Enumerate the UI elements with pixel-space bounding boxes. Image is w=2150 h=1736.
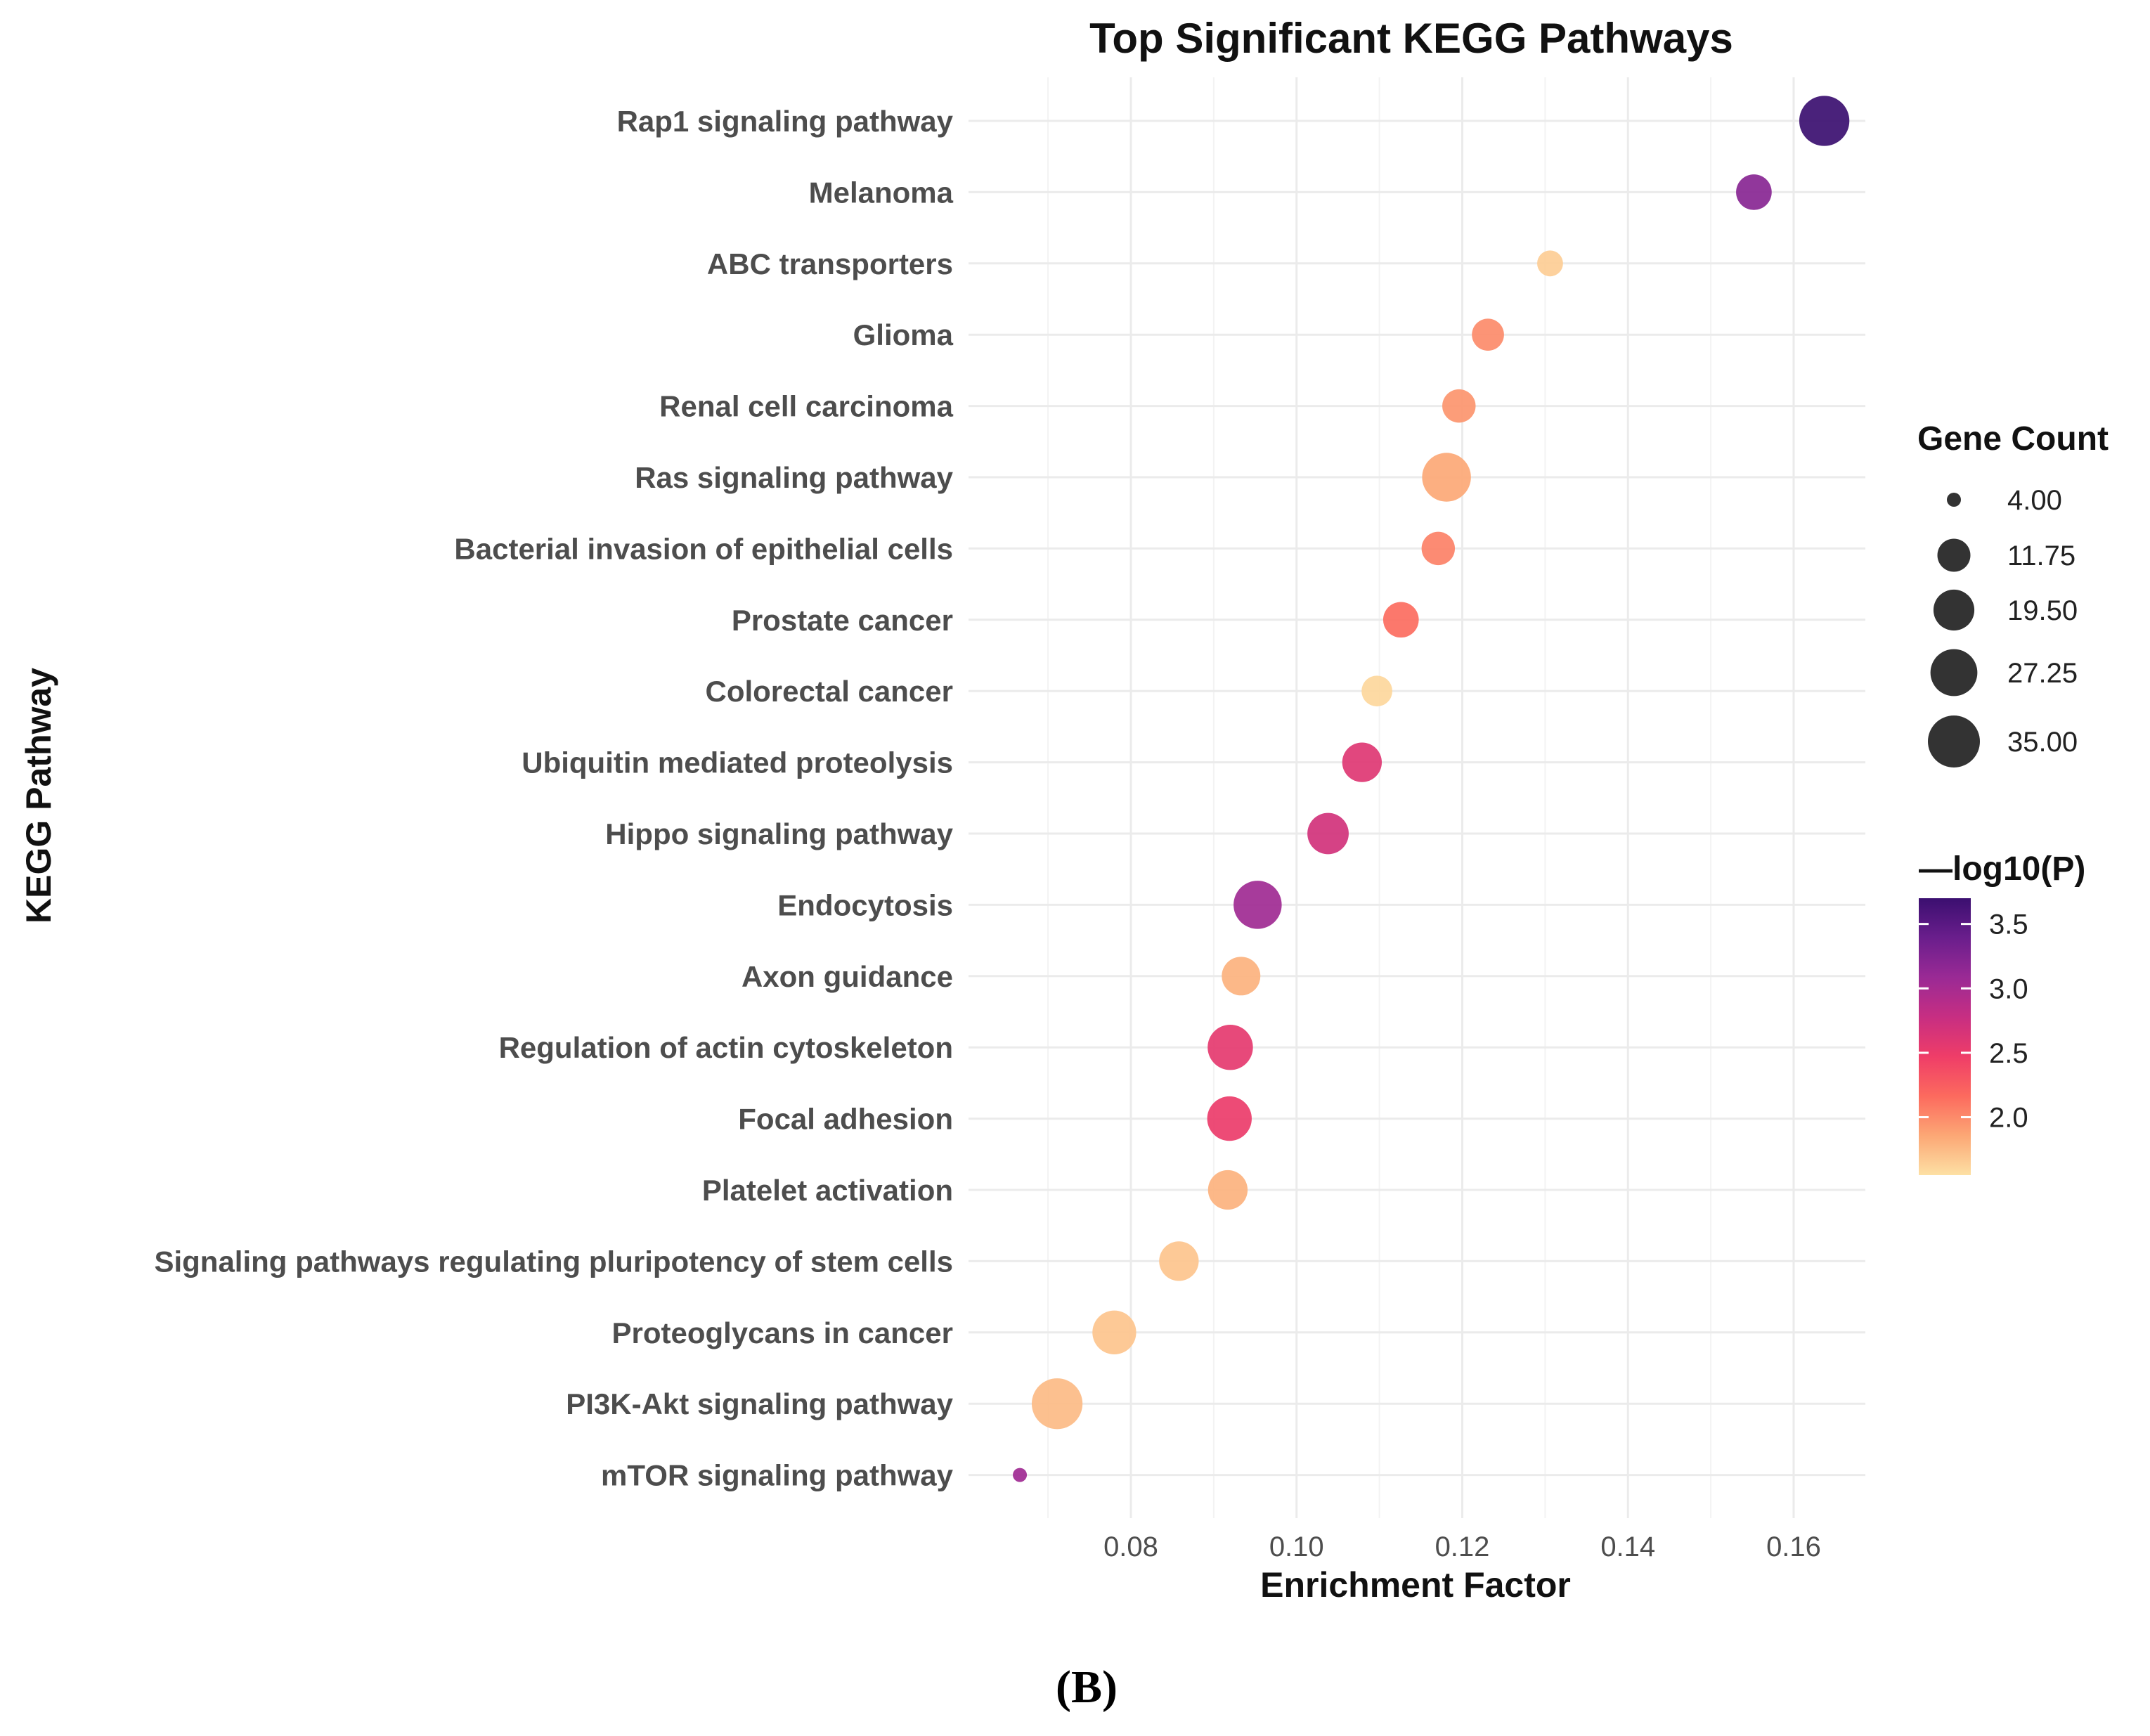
pathway-label: Colorectal cancer (706, 675, 954, 708)
size-legend-dot (1937, 538, 1971, 572)
pathway-label: Signaling pathways regulating pluripoten… (154, 1245, 953, 1278)
x-tick-label: 0.14 (1600, 1531, 1655, 1562)
pathway-label: Endocytosis (777, 888, 953, 921)
data-point (1092, 1310, 1136, 1354)
size-legend-dot (1933, 589, 1975, 631)
data-point (1342, 742, 1382, 782)
color-legend-title: —log10(P) (1919, 850, 2085, 888)
data-point (1442, 389, 1476, 423)
y-axis-title: KEGG Pathway (19, 668, 58, 924)
data-points (1013, 96, 1850, 1482)
data-point (1799, 96, 1850, 146)
data-point (1472, 318, 1504, 351)
chart-title: Top Significant KEGG Pathways (1089, 15, 1733, 62)
colorbar-tick-label: 2.0 (1989, 1103, 2028, 1134)
x-tick-label: 0.12 (1435, 1531, 1490, 1562)
data-point (1421, 531, 1456, 566)
data-point (1159, 1241, 1199, 1281)
size-legend-dot (1947, 493, 1961, 507)
data-point (1233, 881, 1282, 929)
x-axis-ticks: 0.08 0.10 0.12 0.14 0.16 (1103, 1531, 1821, 1562)
data-point (1031, 1378, 1083, 1430)
pathway-label: mTOR signaling pathway (601, 1459, 954, 1492)
size-legend-label: 4.00 (2007, 485, 2062, 516)
colorbar-tick-label: 3.5 (1989, 909, 2028, 940)
data-point (1537, 250, 1563, 277)
data-point (1207, 1024, 1253, 1070)
data-point (1013, 1468, 1028, 1482)
x-tick-label: 0.16 (1766, 1531, 1821, 1562)
pathway-label: Glioma (853, 318, 954, 351)
pathway-label: PI3K-Akt signaling pathway (566, 1387, 953, 1420)
colorbar-tick-label: 3.0 (1989, 973, 2028, 1004)
panel-label: (B) (1056, 1661, 1118, 1713)
size-legend-dot (1928, 715, 1980, 767)
colorbar-ticks: 3.5 3.0 2.5 2.0 (1919, 909, 2028, 1134)
data-point (1207, 1170, 1248, 1210)
colorbar-tick-label: 2.5 (1989, 1038, 2028, 1069)
colorbar (1919, 898, 1971, 1175)
size-legend-items: 4.00 11.75 19.50 27.25 35.00 (1928, 485, 2078, 767)
data-point (1222, 957, 1261, 996)
size-legend-label: 11.75 (2007, 540, 2075, 571)
size-legend-label: 35.00 (2007, 727, 2078, 758)
pathway-label: Ubiquitin mediated proteolysis (522, 746, 953, 779)
data-point (1207, 1096, 1252, 1141)
x-axis-title: Enrichment Factor (1260, 1565, 1571, 1605)
plot-grid (969, 77, 1865, 1518)
size-legend: Gene Count 4.00 11.75 19.50 27.25 35.00 (1917, 420, 2109, 767)
data-point (1382, 602, 1419, 638)
pathway-label: Renal cell carcinoma (659, 390, 954, 423)
size-legend-label: 19.50 (2007, 595, 2078, 626)
pathway-label: Axon guidance (742, 960, 953, 993)
pathway-label: Platelet activation (702, 1174, 953, 1207)
pathway-label: Hippo signaling pathway (605, 817, 953, 850)
pathway-label: Bacterial invasion of epithelial cells (454, 532, 953, 565)
data-point (1422, 453, 1471, 502)
data-point (1736, 174, 1772, 210)
pathway-label: Proteoglycans in cancer (611, 1316, 953, 1349)
size-legend-dot (1930, 649, 1978, 697)
color-legend: —log10(P) 3.5 3.0 2.5 2.0 (1919, 850, 2085, 1175)
size-legend-title: Gene Count (1917, 420, 2109, 458)
pathway-label: Focal adhesion (738, 1103, 953, 1136)
pathway-label: Regulation of actin cytoskeleton (499, 1031, 953, 1064)
data-point (1361, 675, 1392, 707)
pathway-label: Prostate cancer (732, 604, 953, 637)
x-tick-label: 0.08 (1103, 1531, 1158, 1562)
pathway-label: ABC transporters (707, 247, 953, 280)
pathway-labels: Rap1 signaling pathway Melanoma ABC transp… (154, 105, 953, 1492)
pathway-label: Ras signaling pathway (635, 461, 953, 494)
pathway-label: Melanoma (809, 176, 954, 209)
size-legend-label: 27.25 (2007, 658, 2078, 689)
x-tick-label: 0.10 (1269, 1531, 1324, 1562)
pathway-label: Rap1 signaling pathway (617, 105, 954, 138)
data-point (1307, 812, 1349, 855)
